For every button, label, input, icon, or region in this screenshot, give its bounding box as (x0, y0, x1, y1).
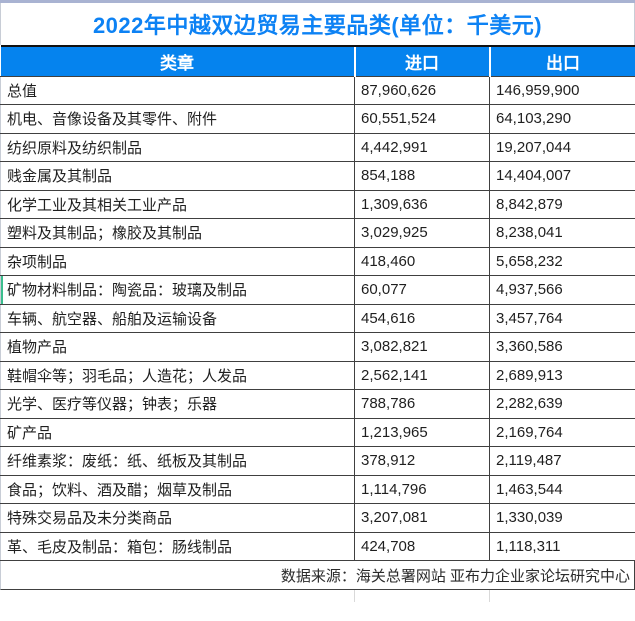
import-value-cell[interactable]: 1,213,965 (354, 417, 490, 447)
import-value-cell[interactable]: 60,551,524 (354, 104, 490, 134)
table-row: 纤维素浆：废纸：纸、纸板及其制品 378,912 2,119,487 (0, 446, 635, 476)
data-source-text: 数据来源：海关总署网站 亚布力企业家论坛研究中心 (280, 567, 630, 585)
export-value-cell[interactable]: 146,959,900 (489, 75, 635, 105)
table-row: 总值 87,960,626 146,959,900 (0, 75, 635, 105)
import-value-cell[interactable]: 4,442,991 (354, 132, 490, 162)
table-row: 植物产品 3,082,821 3,360,586 (0, 332, 635, 362)
category-cell[interactable]: 纺织原料及纺织制品 (0, 132, 355, 162)
category-cell[interactable]: 光学、医疗等仪器；钟表；乐器 (0, 389, 355, 419)
export-value-cell[interactable]: 8,842,879 (489, 189, 635, 219)
table-row: 革、毛皮及制品：箱包：肠线制品 424,708 1,118,311 (0, 531, 635, 561)
table-body: 总值 87,960,626 146,959,900 机电、音像设备及其零件、附件… (0, 75, 635, 561)
category-cell[interactable]: 车辆、航空器、船舶及运输设备 (0, 303, 355, 333)
import-value-cell[interactable]: 418,460 (354, 246, 490, 276)
category-cell[interactable]: 总值 (0, 75, 355, 105)
table-row: 纺织原料及纺织制品 4,442,991 19,207,044 (0, 132, 635, 162)
export-value-cell[interactable]: 2,169,764 (489, 417, 635, 447)
table-row: 光学、医疗等仪器；钟表；乐器 788,786 2,282,639 (0, 389, 635, 419)
export-value-cell[interactable]: 64,103,290 (489, 104, 635, 134)
bottom-gridline-strip (0, 590, 635, 602)
category-cell[interactable]: 机电、音像设备及其零件、附件 (0, 104, 355, 134)
category-cell[interactable]: 纤维素浆：废纸：纸、纸板及其制品 (0, 446, 355, 476)
table-row: 杂项制品 418,460 5,658,232 (0, 246, 635, 276)
table-row: 贱金属及其制品 854,188 14,404,007 (0, 161, 635, 191)
category-cell[interactable]: 塑料及其制品；橡胶及其制品 (0, 218, 355, 248)
table-row: 塑料及其制品；橡胶及其制品 3,029,925 8,238,041 (0, 218, 635, 248)
export-value-cell[interactable]: 1,463,544 (489, 474, 635, 504)
category-cell[interactable]: 杂项制品 (0, 246, 355, 276)
category-cell[interactable]: 植物产品 (0, 332, 355, 362)
export-value-cell[interactable]: 14,404,007 (489, 161, 635, 191)
table-row: 食品；饮料、酒及醋；烟草及制品 1,114,796 1,463,544 (0, 474, 635, 504)
import-value-cell[interactable]: 378,912 (354, 446, 490, 476)
table-row: 特殊交易品及未分类商品 3,207,081 1,330,039 (0, 503, 635, 533)
table-row: 车辆、航空器、船舶及运输设备 454,616 3,457,764 (0, 303, 635, 333)
import-value-cell[interactable]: 1,114,796 (354, 474, 490, 504)
selection-indicator (1, 276, 3, 304)
import-value-cell[interactable]: 454,616 (354, 303, 490, 333)
export-value-cell[interactable]: 4,937,566 (489, 275, 635, 305)
category-cell[interactable]: 化学工业及其相关工业产品 (0, 189, 355, 219)
gridline-stub (354, 590, 355, 602)
footer-bar: 数据来源：海关总署网站 亚布力企业家论坛研究中心 (0, 561, 635, 590)
category-cell[interactable]: 矿物材料制品：陶瓷品：玻璃及制品 (0, 275, 355, 305)
category-cell[interactable]: 矿产品 (0, 417, 355, 447)
page-title: 2022年中越双边贸易主要品类(单位：千美元) (92, 13, 543, 38)
table-row: 机电、音像设备及其零件、附件 60,551,524 64,103,290 (0, 104, 635, 134)
export-value-cell[interactable]: 3,360,586 (489, 332, 635, 362)
import-value-cell[interactable]: 60,077 (354, 275, 490, 305)
export-value-cell[interactable]: 3,457,764 (489, 303, 635, 333)
import-value-cell[interactable]: 854,188 (354, 161, 490, 191)
import-value-cell[interactable]: 788,786 (354, 389, 490, 419)
import-value-cell[interactable]: 1,309,636 (354, 189, 490, 219)
import-value-cell[interactable]: 424,708 (354, 531, 490, 561)
import-value-cell[interactable]: 87,960,626 (354, 75, 490, 105)
window-edge-strip (0, 0, 635, 3)
category-cell[interactable]: 特殊交易品及未分类商品 (0, 503, 355, 533)
trade-table: 类章 进口 出口 总值 87,960,626 146,959,900 机电、音像… (0, 45, 635, 561)
title-bar: 2022年中越双边贸易主要品类(单位：千美元) (0, 3, 635, 45)
import-value-cell[interactable]: 2,562,141 (354, 360, 490, 390)
category-cell[interactable]: 革、毛皮及制品：箱包：肠线制品 (0, 531, 355, 561)
table-row: 鞋帽伞等；羽毛品；人造花；人发品 2,562,141 2,689,913 (0, 360, 635, 390)
column-header-import: 进口 (353, 45, 490, 77)
export-value-cell[interactable]: 8,238,041 (489, 218, 635, 248)
import-value-cell[interactable]: 3,082,821 (354, 332, 490, 362)
category-cell[interactable]: 食品；饮料、酒及醋；烟草及制品 (0, 474, 355, 504)
export-value-cell[interactable]: 2,282,639 (489, 389, 635, 419)
gridline-stub (489, 590, 490, 602)
import-value-cell[interactable]: 3,029,925 (354, 218, 490, 248)
export-value-cell[interactable]: 19,207,044 (489, 132, 635, 162)
export-value-cell[interactable]: 1,330,039 (489, 503, 635, 533)
table-row: 矿产品 1,213,965 2,169,764 (0, 417, 635, 447)
export-value-cell[interactable]: 1,118,311 (489, 531, 635, 561)
export-value-cell[interactable]: 2,119,487 (489, 446, 635, 476)
table-row: 化学工业及其相关工业产品 1,309,636 8,842,879 (0, 189, 635, 219)
header-row: 类章 进口 出口 (0, 45, 635, 77)
import-value-cell[interactable]: 3,207,081 (354, 503, 490, 533)
table-wrap: 类章 进口 出口 总值 87,960,626 146,959,900 机电、音像… (0, 45, 635, 602)
export-value-cell[interactable]: 5,658,232 (489, 246, 635, 276)
column-header-category: 类章 (0, 45, 355, 77)
column-header-export: 出口 (488, 45, 635, 77)
table-row: 矿物材料制品：陶瓷品：玻璃及制品 60,077 4,937,566 (0, 275, 635, 305)
category-cell[interactable]: 贱金属及其制品 (0, 161, 355, 191)
category-cell[interactable]: 鞋帽伞等；羽毛品；人造花；人发品 (0, 360, 355, 390)
export-value-cell[interactable]: 2,689,913 (489, 360, 635, 390)
